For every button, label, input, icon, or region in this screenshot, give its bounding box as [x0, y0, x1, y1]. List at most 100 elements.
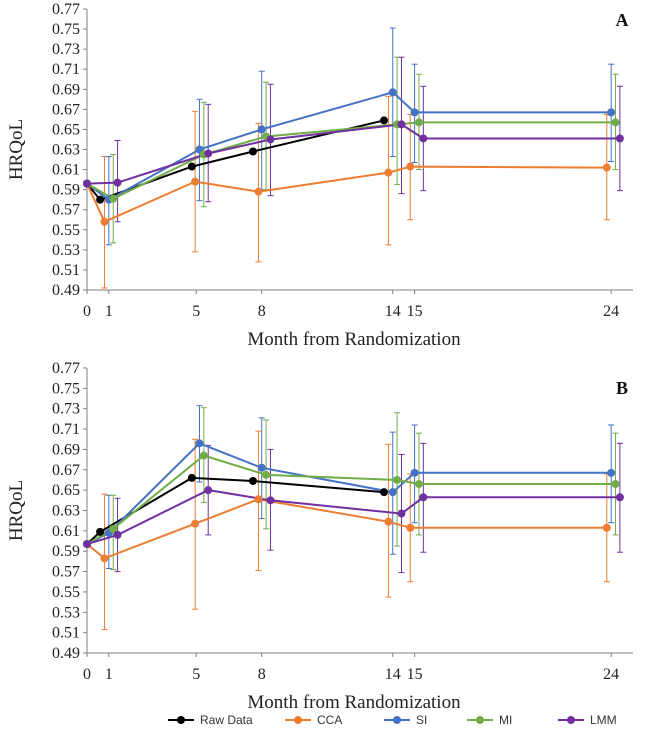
series-line-lmm: [86, 489, 620, 546]
legend-item-si: SI: [384, 713, 427, 727]
data-point-cca: [191, 177, 200, 186]
x-tick-label: 1: [105, 303, 113, 320]
data-point-cca: [100, 217, 109, 226]
x-tick-label: 8: [258, 303, 266, 320]
legend-swatch-marker: [567, 716, 575, 724]
x-tick-label: 15: [407, 666, 423, 683]
y-tick-label: 0.53: [52, 242, 80, 259]
panel-label: B: [616, 378, 628, 398]
data-point-mi: [414, 480, 423, 489]
series-mi: [110, 407, 619, 571]
y-tick-label: 0.59: [52, 182, 80, 199]
data-point-cca: [384, 517, 393, 526]
series-line-cca: [86, 165, 607, 224]
y-axis-title: HRQoL: [6, 119, 27, 180]
y-tick-label: 0.65: [52, 482, 80, 499]
data-point-mi: [199, 451, 208, 460]
legend-label: Raw Data: [200, 713, 253, 727]
data-point-cca: [406, 162, 415, 171]
x-tick-label: 14: [385, 303, 401, 320]
x-tick-label: 0: [83, 303, 91, 320]
series-mi: [110, 56, 619, 244]
y-tick-label: 0.77: [52, 360, 80, 377]
data-point-lmm: [266, 496, 275, 505]
legend-item-cca: CCA: [285, 713, 342, 727]
data-point-cca: [384, 168, 393, 177]
data-point-mi: [611, 118, 620, 127]
data-point-lmm: [419, 493, 428, 502]
y-tick-label: 0.55: [52, 222, 80, 239]
data-point-lmm: [83, 540, 91, 549]
series-si: [105, 27, 615, 246]
y-tick-label: 0.51: [52, 262, 80, 279]
data-point-si: [195, 439, 204, 448]
data-point-raw-data: [380, 116, 389, 125]
data-point-si: [388, 88, 397, 97]
data-point-si: [607, 108, 616, 117]
y-tick-label: 0.73: [52, 401, 80, 418]
data-point-si: [410, 108, 419, 117]
y-tick-label: 0.75: [52, 380, 80, 397]
data-point-cca: [100, 554, 109, 563]
data-point-raw-data: [248, 476, 257, 485]
y-tick-label: 0.69: [52, 81, 80, 98]
legend-swatch-marker: [177, 716, 185, 724]
y-tick-label: 0.67: [52, 462, 80, 479]
y-tick-label: 0.55: [52, 584, 80, 601]
legend-label: LMM: [590, 713, 617, 727]
legend-item-mi: MI: [467, 713, 512, 727]
data-point-cca: [254, 187, 263, 196]
data-point-cca: [602, 523, 611, 532]
data-point-lmm: [83, 179, 91, 188]
series-line-mi: [86, 121, 616, 200]
chart-panel-a: 0.49 0.51 0.53 0.55 0.57 0.59 0.61 0.63 0.65 0.67…: [6, 1, 633, 350]
y-tick-label: 0.49: [52, 282, 80, 299]
series-cca: [101, 95, 610, 289]
y-tick-label: 0.59: [52, 543, 80, 560]
data-point-cca: [191, 519, 200, 528]
data-point-si: [607, 468, 616, 477]
y-tick-label: 0.63: [52, 503, 80, 520]
data-point-cca: [602, 163, 611, 172]
data-point-raw-data: [96, 527, 105, 536]
data-point-lmm: [266, 135, 275, 144]
y-tick-label: 0.61: [52, 523, 80, 540]
x-tick-label: 24: [603, 666, 619, 683]
y-tick-label: 0.71: [52, 421, 80, 438]
y-tick-label: 0.61: [52, 162, 80, 179]
y-tick-label: 0.67: [52, 101, 80, 118]
y-axis-title: HRQoL: [6, 480, 27, 541]
data-point-si: [410, 468, 419, 477]
x-axis-title: Month from Randomization: [247, 329, 461, 350]
data-point-si: [257, 125, 266, 134]
data-point-lmm: [615, 493, 624, 502]
y-tick-label: 0.49: [52, 645, 80, 662]
x-tick-label: 8: [258, 666, 266, 683]
x-axis-title: Month from Randomization: [247, 692, 461, 713]
legend-item-raw-data: Raw Data: [168, 713, 253, 727]
x-tick-label: 15: [407, 303, 423, 320]
x-tick-label: 24: [603, 303, 619, 320]
data-point-lmm: [204, 149, 213, 158]
data-point-mi: [414, 118, 423, 127]
data-point-si: [257, 463, 266, 472]
data-point-mi: [109, 524, 118, 533]
data-point-lmm: [419, 134, 428, 143]
y-tick-label: 0.69: [52, 441, 80, 458]
panel-label: A: [616, 10, 629, 30]
data-point-raw-data: [248, 147, 257, 156]
chart-panel-b: 0.49 0.51 0.53 0.55 0.57 0.59 0.61 0.63 0.65 0.67…: [6, 360, 633, 713]
data-point-lmm: [397, 120, 406, 129]
x-tick-label: 0: [83, 666, 91, 683]
legend-label: CCA: [317, 713, 342, 727]
data-point-lmm: [113, 178, 122, 187]
data-point-raw-data: [187, 473, 196, 482]
data-point-mi: [262, 470, 271, 479]
data-point-mi: [611, 480, 620, 489]
data-point-lmm: [397, 509, 406, 518]
y-tick-label: 0.77: [52, 1, 80, 18]
data-point-mi: [393, 475, 402, 484]
data-point-si: [388, 488, 397, 497]
data-point-cca: [254, 495, 263, 504]
